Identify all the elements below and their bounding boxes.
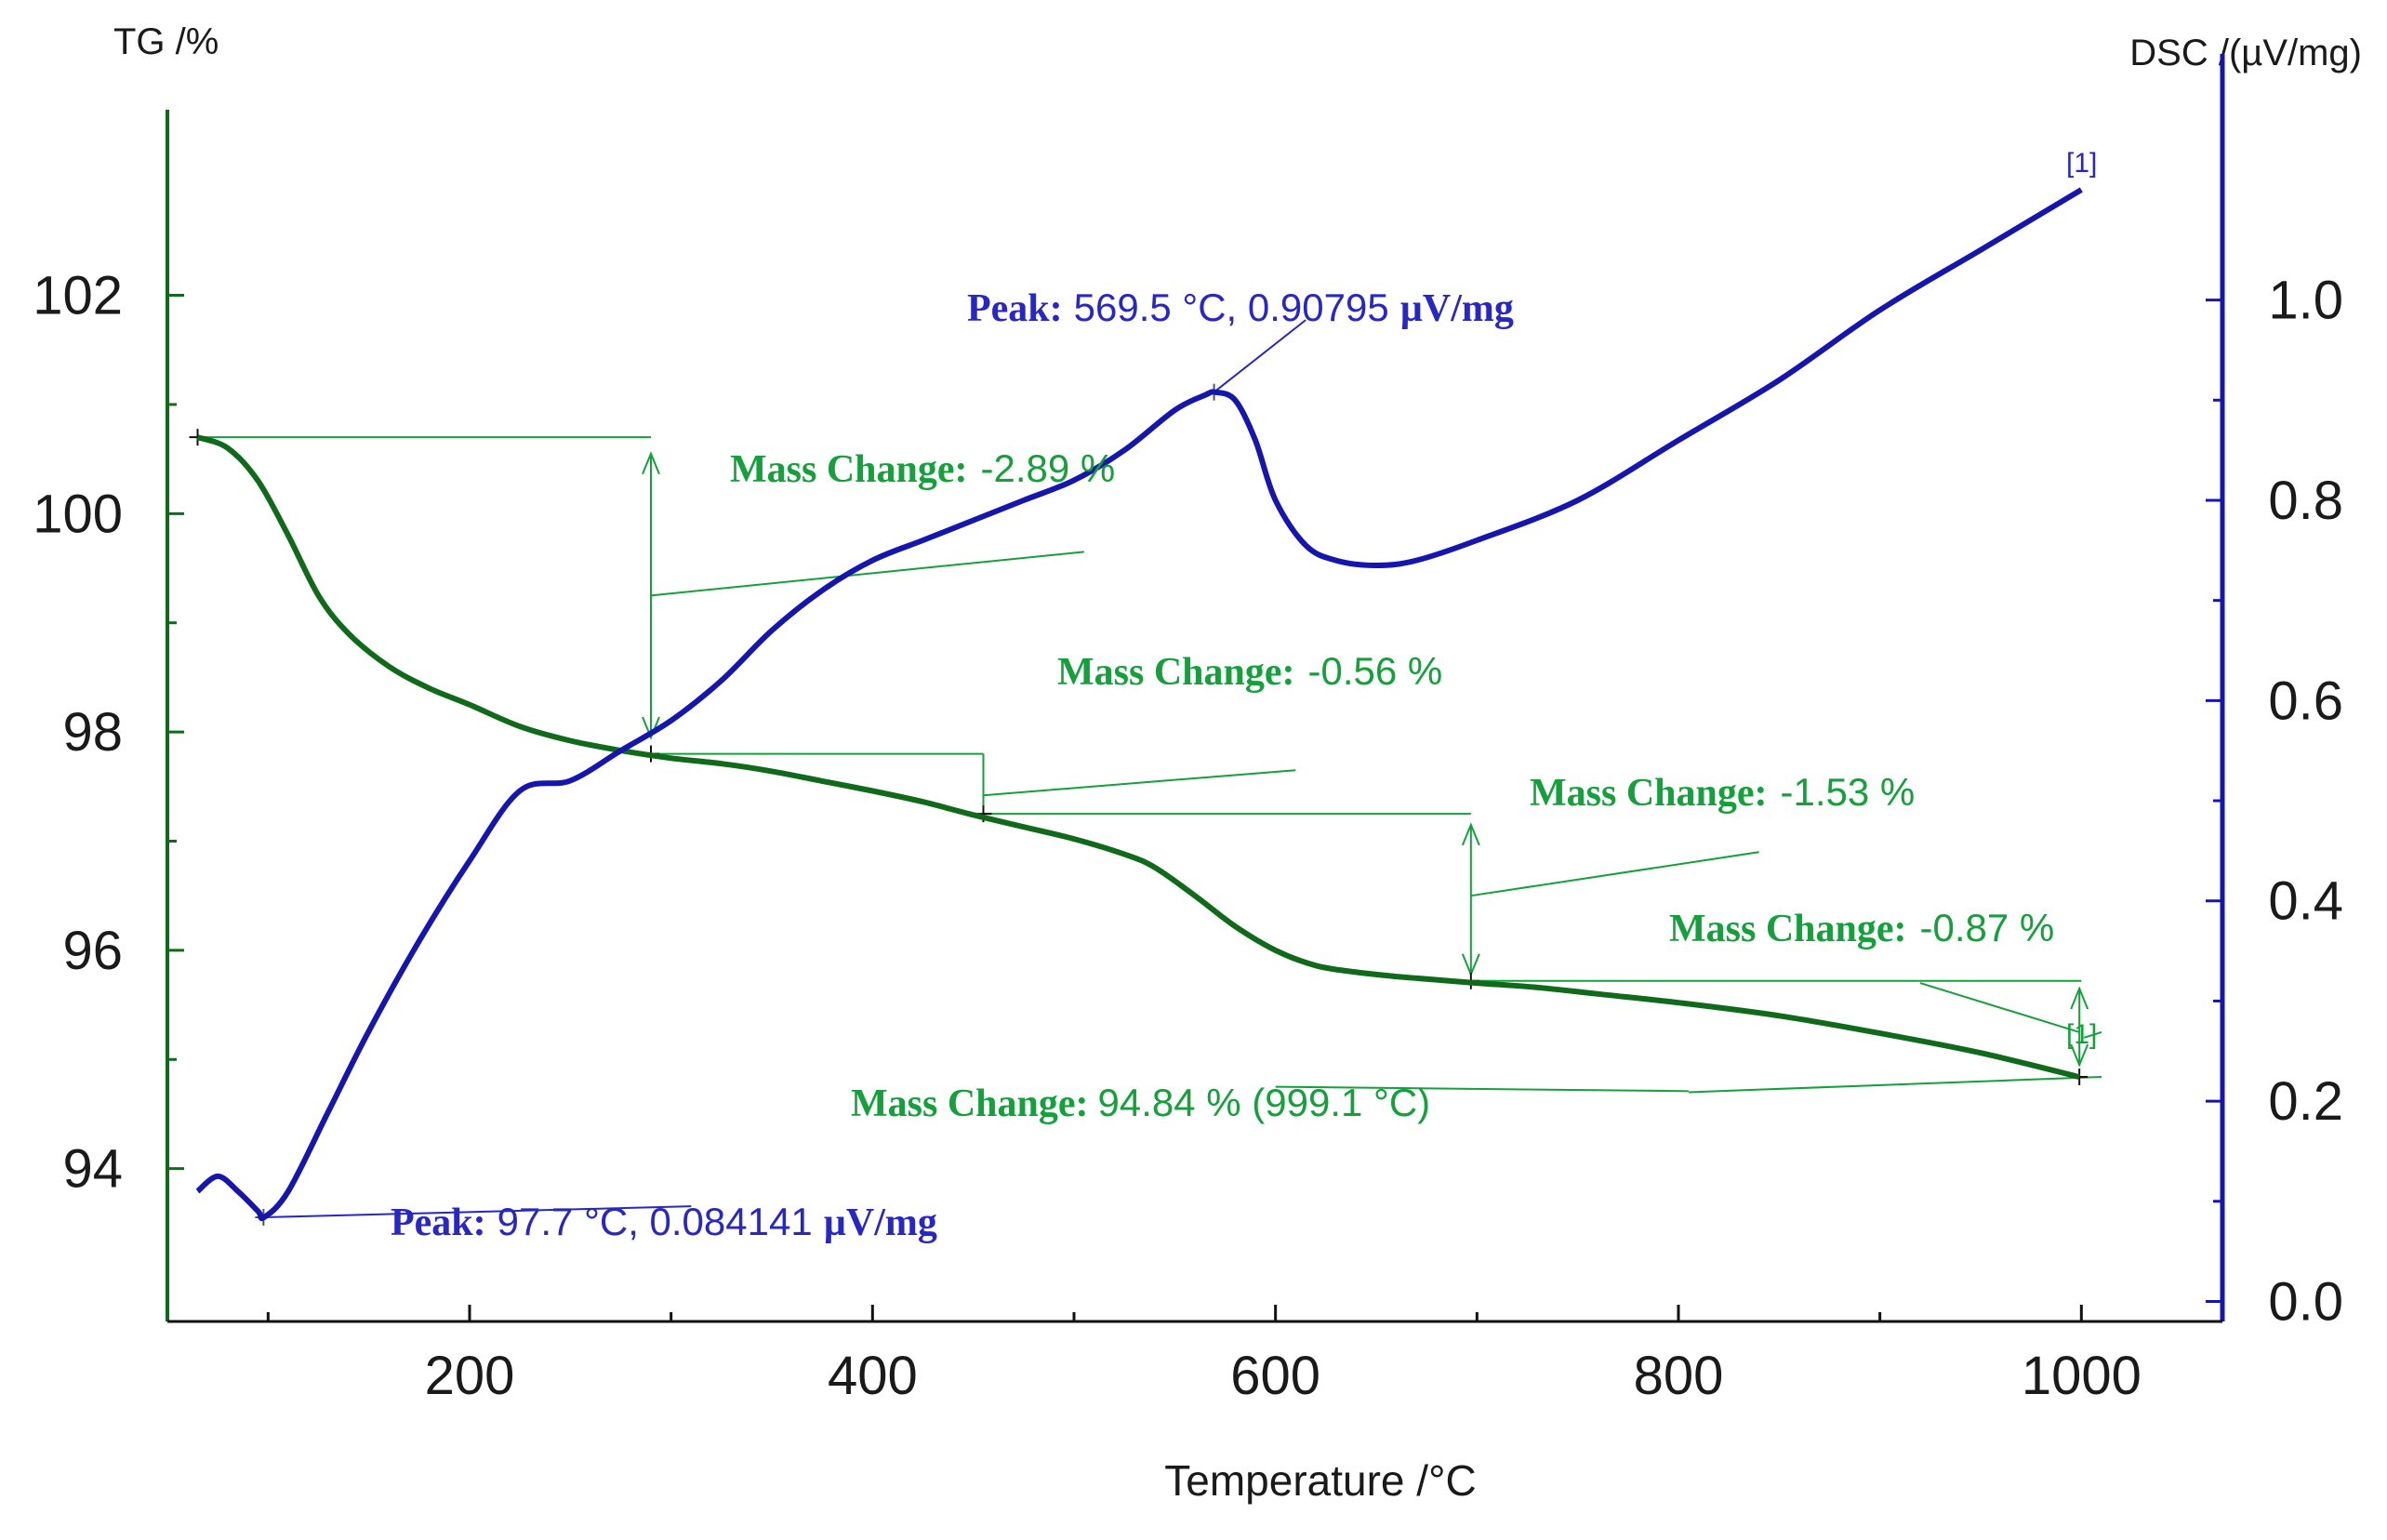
y-right-tick-label: 0.0 — [2268, 1271, 2343, 1332]
y-left-tick-label: 100 — [33, 484, 123, 544]
step4-arrow-head — [2070, 1043, 2089, 1068]
x-ticks: 200 400 600 800 1000 — [266, 1305, 2142, 1406]
dsc-peak-annotation-2: Peak: 97.7 °C, 0.084141 µV/mg — [391, 1200, 937, 1244]
series-line-tg — [196, 434, 2080, 1081]
svg-text:Mass Change:-0.87 %: Mass Change: -0.87 % — [1669, 906, 2054, 950]
dsc-peak-1-value: 569.5 °C, 0.90795 — [1074, 285, 1389, 329]
tg-step-annotation-2: Mass Change: -0.56 % — [1057, 649, 1442, 694]
tg-step-4-label: Mass Change: — [1669, 908, 1907, 950]
dsc-peak-1-unit: µV/mg — [1400, 287, 1514, 330]
tg-residual-annotation: Mass Change: 94.84 % (999.1 °C) — [851, 1081, 1430, 1125]
tg-step-annotation-3: Mass Change: -1.53 % — [1530, 770, 1915, 815]
tg-step-2-value: -0.56 % — [1308, 649, 1443, 693]
svg-text:Mass Change:-1.53 %: Mass Change: -1.53 % — [1530, 770, 1915, 815]
dsc-curve-marker: [1] — [2066, 148, 2097, 179]
y-left-tick-label: 98 — [62, 702, 123, 763]
tg-step-3-label: Mass Change: — [1530, 772, 1768, 815]
y-right-tick-label: 0.2 — [2268, 1071, 2343, 1132]
x-tick-label: 400 — [828, 1346, 918, 1406]
residual-leader — [1688, 1076, 2102, 1094]
left-axis-title: TG /% — [113, 21, 219, 62]
x-axis-title: Temperature /°C — [1164, 1456, 1476, 1505]
x-tick-label: 200 — [425, 1346, 515, 1406]
x-tick-label: 600 — [1230, 1346, 1320, 1406]
tg-step-2-label: Mass Change: — [1057, 651, 1295, 694]
step1-leader — [650, 551, 1084, 597]
y-left-tick-label: 94 — [62, 1139, 123, 1200]
dsc-peak-1-label: Peak: — [967, 287, 1063, 330]
y-right-tick-label: 1.0 — [2268, 271, 2343, 331]
tg-step-1-label: Mass Change: — [730, 448, 968, 491]
dsc-peak-annotation-1: Peak: 569.5 °C, 0.90795 µV/mg — [967, 285, 1514, 330]
peak2-leader — [263, 1205, 692, 1219]
y-right-tick-label: 0.6 — [2268, 670, 2343, 731]
dsc-peak-2-value: 97.7 °C, 0.084141 — [497, 1200, 813, 1243]
step4-arrow-tail — [2070, 986, 2089, 1010]
dsc-peak-2-label: Peak: — [391, 1201, 486, 1244]
tg-step-3-value: -1.53 % — [1781, 770, 1916, 814]
step1-arrow-tail — [642, 451, 660, 475]
tg-residual-label: Mass Change: — [851, 1082, 1089, 1125]
svg-text:Mass Change:-0.56 %: Mass Change: -0.56 % — [1057, 649, 1442, 694]
step1-arrow-head — [642, 716, 660, 740]
peak1-leader — [1213, 319, 1306, 393]
step4-right — [2083, 1030, 2102, 1039]
step4-leader — [1919, 982, 2080, 1033]
annotation-lines — [189, 319, 2102, 1227]
tg-step-4-value: -0.87 % — [1920, 906, 2055, 949]
step2-leader — [983, 769, 1296, 797]
tg-step-annotation-1: Mass Change: -2.89 % — [730, 446, 1115, 491]
y-right-tick-label: 0.4 — [2268, 871, 2343, 932]
tg-step-annotation-4: Mass Change: -0.87 % — [1669, 906, 2054, 950]
y-left-tick-label: 96 — [62, 921, 123, 981]
tg-step-1-value: -2.89 % — [981, 446, 1116, 490]
step3-arrow-tail — [1461, 822, 1480, 846]
residual-line — [1275, 1085, 1689, 1093]
svg-text:Mass Change:-2.89 %: Mass Change: -2.89 % — [730, 446, 1115, 491]
x-tick-label: 800 — [1634, 1346, 1724, 1406]
left-ticks: 94 96 98 100 102 — [33, 266, 184, 1200]
series-line-dsc — [195, 187, 2083, 1222]
right-axis-title: DSC /(µV/mg) — [2129, 33, 2362, 73]
step3-leader — [1470, 851, 1759, 897]
tg-curve-marker: [1] — [2066, 1019, 2097, 1050]
tg-residual-value: 94.84 % (999.1 °C) — [1098, 1081, 1431, 1124]
x-tick-label: 1000 — [2022, 1346, 2142, 1406]
dsc-peak-2-unit: µV/mg — [824, 1201, 937, 1244]
y-right-tick-label: 0.8 — [2268, 471, 2343, 531]
y-left-tick-label: 102 — [33, 266, 123, 326]
right-ticks: 0.0 0.2 0.4 0.6 0.8 1.0 — [2206, 271, 2343, 1332]
svg-text:Mass Change:94.84 % (999.1 °C): Mass Change: 94.84 % (999.1 °C) — [851, 1081, 1430, 1125]
